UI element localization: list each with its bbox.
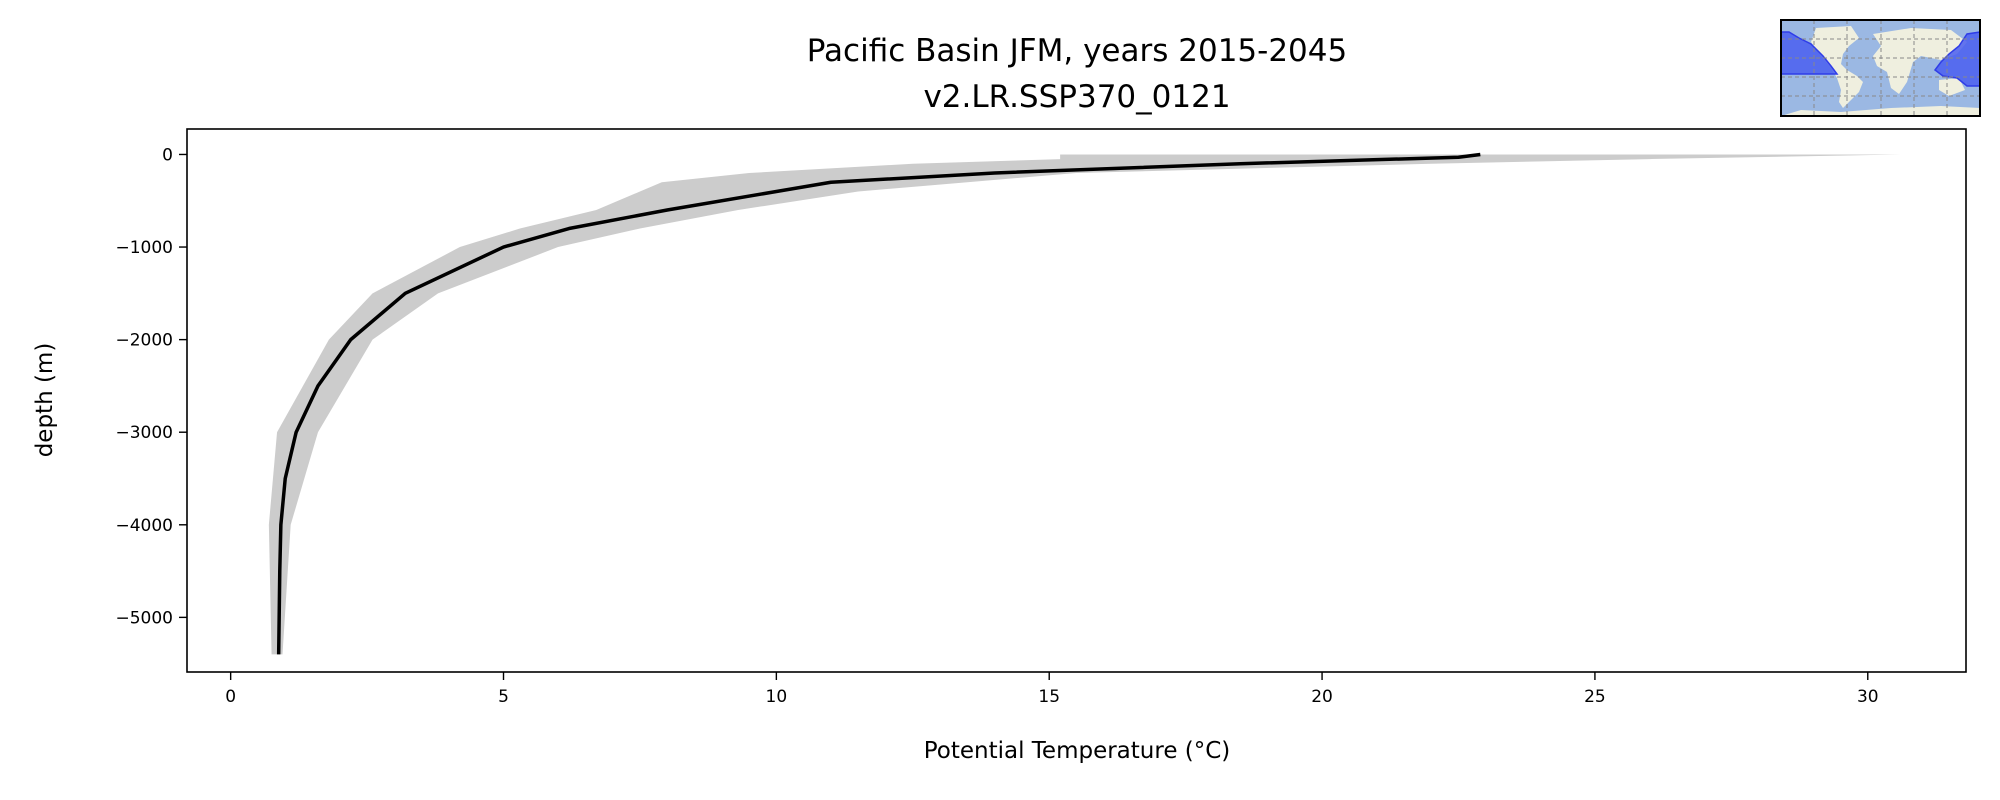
inset-map — [1780, 19, 1981, 117]
y-tick-label: −1000 — [115, 238, 173, 258]
plot-area — [186, 128, 1967, 673]
mean-profile-line — [276, 152, 1481, 655]
map-land-australia — [1939, 78, 1965, 96]
chart-subtitle: v2.LR.SSP370_0121 — [923, 79, 1230, 115]
x-tick-label: 25 — [1584, 687, 1606, 707]
y-tick-label: −4000 — [115, 516, 173, 536]
chart-title: Pacific Basin JFM, years 2015-2045 — [807, 33, 1347, 69]
range-band — [268, 154, 1901, 655]
x-tick-label: 30 — [1857, 687, 1879, 707]
y-tick-label: −5000 — [115, 608, 173, 628]
y-tick-label: −3000 — [115, 423, 173, 443]
axes-frame — [186, 128, 1967, 673]
x-axis-label: Potential Temperature (°C) — [924, 738, 1231, 764]
y-tick-label: −2000 — [115, 331, 173, 351]
x-axis: 0 5 10 15 20 25 30 — [225, 672, 1879, 707]
y-axis-label: depth (m) — [32, 343, 58, 458]
y-tick-label: 0 — [162, 145, 173, 165]
map-gridlines — [1781, 20, 1980, 116]
x-tick-label: 15 — [1038, 687, 1060, 707]
x-tick-label: 10 — [766, 687, 788, 707]
y-axis: 0 −1000 −2000 −3000 −4000 −5000 — [115, 145, 187, 628]
map-land-americas — [1811, 26, 1863, 108]
map-frame — [1780, 19, 1981, 117]
map-highlight-pacific-east — [1933, 31, 1981, 87]
x-tick-label: 0 — [225, 687, 236, 707]
x-tick-label: 20 — [1311, 687, 1333, 707]
map-highlight-pacific-west — [1780, 31, 1839, 75]
x-tick-label: 5 — [498, 687, 509, 707]
